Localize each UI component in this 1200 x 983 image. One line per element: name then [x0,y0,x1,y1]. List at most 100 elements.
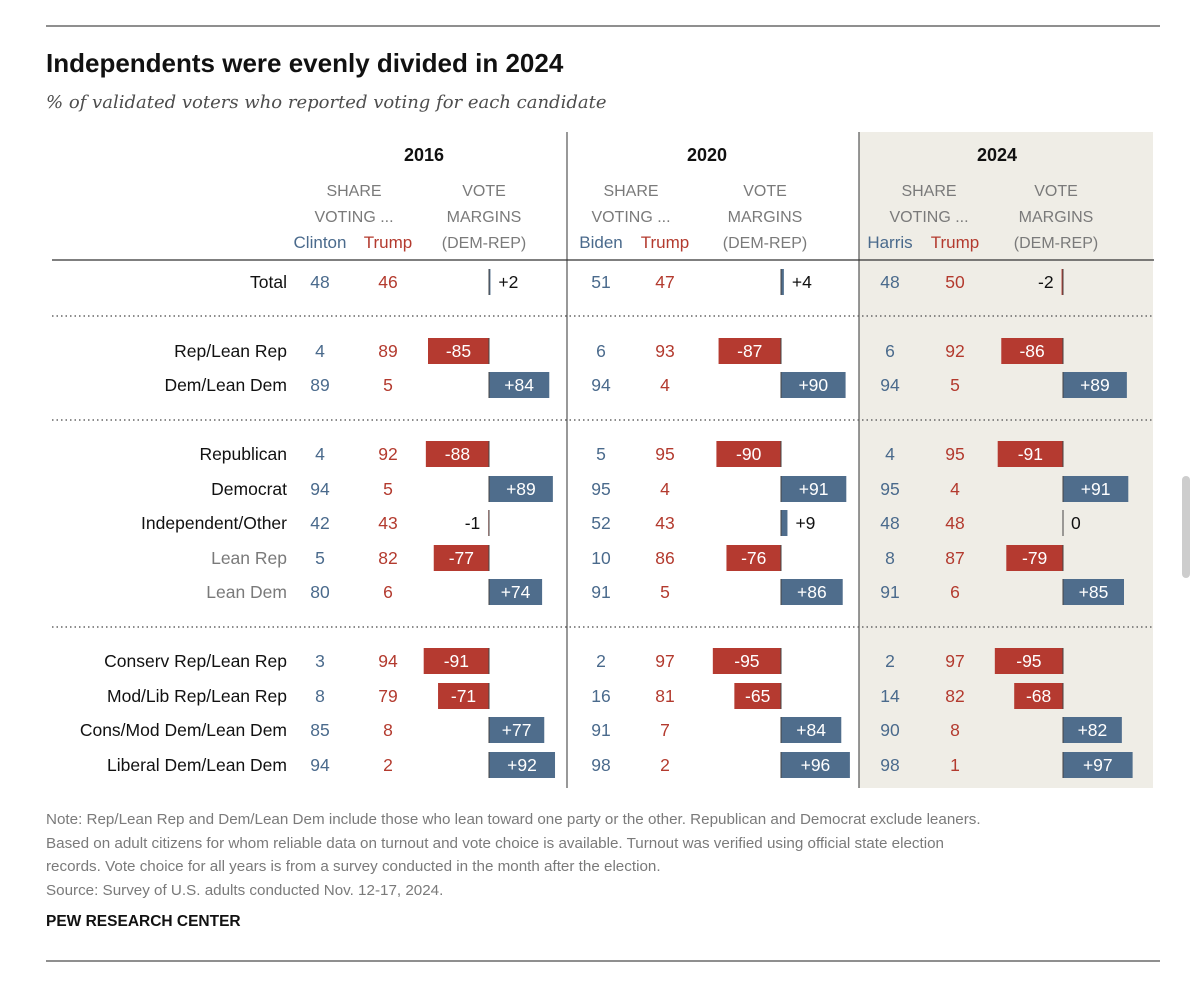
margin-label: +9 [795,513,815,533]
dem-share-value: 48 [880,272,899,292]
top-rule [46,25,1160,27]
dem-margin-bar [781,372,846,398]
margin-label: +84 [796,720,826,740]
margin-label: +91 [1081,479,1111,499]
rep-share-value: 5 [660,582,670,602]
row-label: Independent/Other [141,513,287,533]
margin-header-line2: MARGINS [447,209,522,226]
rep-share-value: 4 [950,479,960,499]
dem-share-value: 16 [591,686,610,706]
rep-share-value: 92 [378,444,397,464]
margin-label: -91 [444,651,469,671]
note-line: Based on adult citizens for whom reliabl… [46,834,944,852]
rep-share-value: 46 [378,272,397,292]
margin-label: 0 [1071,513,1081,533]
margin-label: -79 [1022,548,1047,568]
rep-share-value: 92 [945,341,964,361]
rep-margin-bar [734,683,781,709]
margin-header-line3: (DEM-REP) [442,235,526,252]
pew-logo-text: PEW RESEARCH CENTER [46,913,241,930]
chart-subtitle: % of validated voters who reported votin… [46,92,607,113]
dem-candidate-header: Clinton [294,233,347,252]
dem-share-value: 8 [885,548,895,568]
rep-share-value: 82 [378,548,397,568]
rep-share-value: 50 [945,272,965,292]
bottom-rule [46,960,1160,962]
share-header-line1: SHARE [603,183,658,200]
margin-label: +82 [1078,720,1108,740]
rep-share-value: 6 [383,582,393,602]
chart-note: Note: Rep/Lean Rep and Dem/Lean Dem incl… [46,808,1156,902]
share-header-line1: SHARE [326,183,381,200]
rep-share-value: 7 [660,720,670,740]
rep-share-value: 43 [655,513,674,533]
margin-label: -65 [745,686,770,706]
dem-share-value: 94 [310,479,330,499]
dem-share-value: 51 [591,272,610,292]
margin-label: +84 [504,375,534,395]
margin-header-line3: (DEM-REP) [723,235,807,252]
margin-header-line2: MARGINS [1019,209,1094,226]
dem-share-value: 4 [885,444,895,464]
dem-margin-bar [1063,476,1129,502]
dem-share-value: 98 [880,755,899,775]
margin-label: -76 [741,548,766,568]
dem-share-value: 3 [315,651,325,671]
dem-share-value: 98 [591,755,610,775]
margin-label: +74 [501,582,531,602]
dem-margin-bar [1063,372,1127,398]
dem-margin-bar [781,579,843,605]
rep-share-value: 5 [950,375,960,395]
rep-share-value: 4 [660,375,670,395]
row-label: Republican [199,444,287,464]
margin-header-line1: VOTE [743,183,787,200]
row-label: Total [250,272,287,292]
row-label: Conserv Rep/Lean Rep [104,651,287,671]
dem-margin-bar [1063,752,1133,778]
dem-share-value: 95 [591,479,610,499]
row-label: Cons/Mod Dem/Lean Dem [80,720,287,740]
dem-margin-bar [489,372,550,398]
dem-share-value: 4 [315,341,325,361]
dem-share-value: 6 [596,341,606,361]
margin-label: -87 [737,341,762,361]
page-scrollbar[interactable] [1182,476,1190,578]
dem-share-value: 90 [880,720,900,740]
dem-margin-bar [781,476,847,502]
margin-label: +91 [799,479,829,499]
rep-share-value: 47 [655,272,674,292]
rep-share-value: 95 [945,444,964,464]
share-header-line1: SHARE [901,183,956,200]
dem-share-value: 94 [310,755,330,775]
rep-share-value: 5 [383,375,393,395]
margin-label: -95 [1016,651,1041,671]
dem-margin-bar [781,717,842,743]
rep-margin-bar [1001,338,1063,364]
dem-share-value: 95 [880,479,899,499]
rep-share-value: 97 [945,651,964,671]
rep-margin-bar [1006,545,1063,571]
dem-share-value: 94 [880,375,900,395]
note-line: Note: Rep/Lean Rep and Dem/Lean Dem incl… [46,811,981,828]
rep-margin-bar [433,545,489,571]
rep-share-value: 4 [660,479,670,499]
margin-label: +89 [1080,375,1110,395]
dem-candidate-header: Harris [867,233,912,252]
dem-margin-bar [489,269,491,295]
rep-margin-bar [425,441,489,467]
rep-share-value: 95 [655,444,674,464]
rep-share-value: 87 [945,548,964,568]
margin-label: +96 [801,755,831,775]
margin-label: -86 [1019,341,1044,361]
rep-margin-bar [438,683,489,709]
dem-margin-bar [1063,717,1122,743]
margin-label: +97 [1083,755,1113,775]
rep-share-value: 48 [945,513,964,533]
dem-margin-bar [489,579,543,605]
row-label: Rep/Lean Rep [174,341,287,361]
note-line: records. Vote choice for all years is fr… [46,858,661,875]
share-header-line2: VOTING ... [314,209,393,226]
dem-margin-bar [781,510,788,536]
rep-candidate-header: Trump [931,233,980,252]
dem-candidate-header: Biden [579,233,622,252]
